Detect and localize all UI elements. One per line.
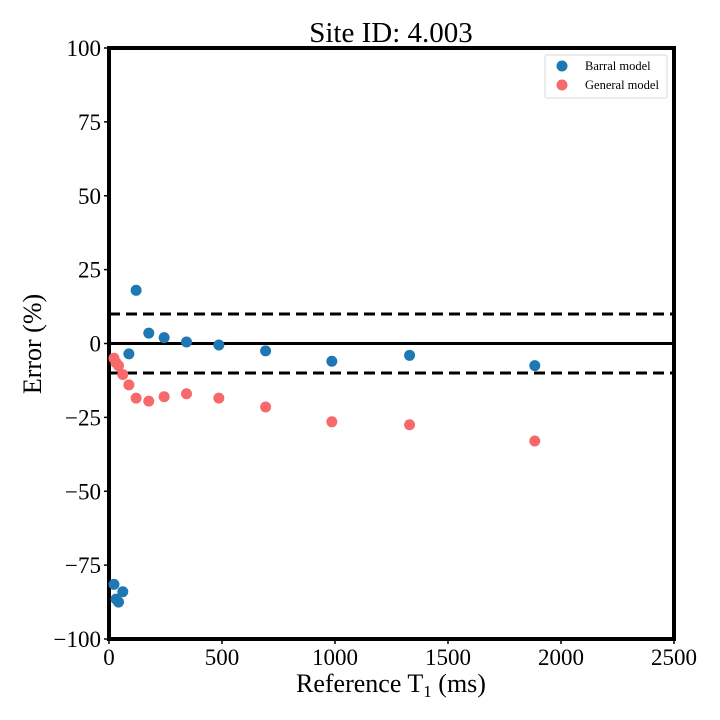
chart-title: Site ID: 4.003 xyxy=(309,17,473,49)
point-general-model xyxy=(529,435,541,447)
point-barral-model xyxy=(213,339,225,351)
x-axis-label: Reference T1 (ms) xyxy=(296,669,486,701)
point-barral-model xyxy=(130,284,142,296)
y-tick-label: −100 xyxy=(54,627,101,652)
x-tick-label: 500 xyxy=(205,645,240,670)
point-barral-model xyxy=(117,586,129,598)
x-axis-ticks: 0 500 1000 1500 2000 2500 xyxy=(103,639,697,670)
point-general-model xyxy=(112,360,124,372)
reference-lines xyxy=(109,312,674,375)
point-barral-model xyxy=(181,336,193,348)
x-tick-label: 2000 xyxy=(538,645,584,670)
legend-label-barral-model: Barral model xyxy=(585,59,651,73)
point-barral-model xyxy=(143,327,155,339)
legend-marker-general-model xyxy=(556,79,568,91)
legend-label-general-model: General model xyxy=(585,78,659,92)
point-barral-model xyxy=(158,332,170,344)
data-points xyxy=(108,284,541,608)
point-barral-model xyxy=(123,348,135,360)
point-general-model xyxy=(130,392,142,404)
y-tick-label: 50 xyxy=(78,184,101,209)
y-tick-label: −75 xyxy=(65,553,101,578)
point-barral-model xyxy=(529,360,541,372)
x-tick-label: 0 xyxy=(103,645,115,670)
y-axis-ticks: −100 −75 −50 −25 0 25 50 75 100 xyxy=(54,36,109,652)
point-barral-model xyxy=(260,345,272,357)
point-barral-model xyxy=(326,355,338,367)
x-axis-label-subscript: 1 xyxy=(423,682,432,701)
point-general-model xyxy=(326,416,338,428)
y-axis-label: Error (%) xyxy=(18,294,47,394)
point-general-model xyxy=(123,379,135,391)
legend: Barral model General model xyxy=(544,54,668,99)
x-axis-label-main: Reference T xyxy=(296,669,423,698)
point-general-model xyxy=(143,395,155,407)
x-tick-label: 1500 xyxy=(425,645,471,670)
point-general-model xyxy=(260,401,272,413)
y-tick-label: 100 xyxy=(67,36,102,61)
legend-marker-barral-model xyxy=(556,60,568,72)
x-tick-label: 2500 xyxy=(651,645,697,670)
x-tick-label: 1000 xyxy=(312,645,358,670)
y-tick-label: −50 xyxy=(65,479,101,504)
point-general-model xyxy=(213,392,225,404)
point-general-model xyxy=(181,388,193,400)
point-general-model xyxy=(404,419,416,431)
y-tick-label: −25 xyxy=(65,405,101,430)
point-barral-model xyxy=(112,596,124,608)
y-tick-label: 0 xyxy=(90,332,102,357)
point-barral-model xyxy=(108,578,120,590)
point-general-model xyxy=(158,391,170,403)
point-general-model xyxy=(117,369,129,381)
legend-box xyxy=(544,54,668,99)
y-tick-label: 75 xyxy=(78,110,101,135)
x-axis-label-unit: (ms) xyxy=(432,669,486,698)
point-barral-model xyxy=(404,349,416,361)
y-tick-label: 25 xyxy=(78,258,101,283)
